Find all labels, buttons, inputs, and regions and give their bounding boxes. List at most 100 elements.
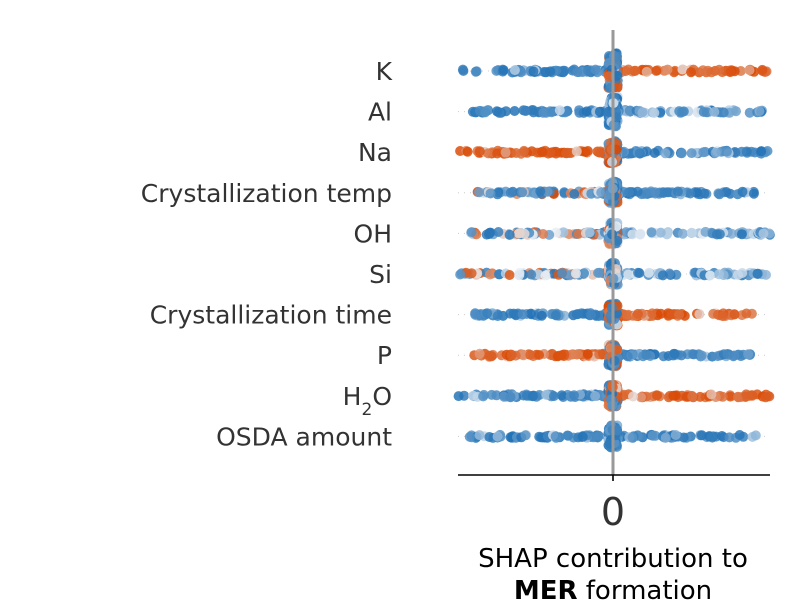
shap-point xyxy=(674,309,684,320)
shap-point xyxy=(688,349,699,360)
shap-point xyxy=(526,269,537,280)
feature-label: P xyxy=(377,341,392,370)
shap-point xyxy=(647,430,658,441)
shap-point xyxy=(706,67,717,78)
shap-point xyxy=(550,431,561,442)
shap-point xyxy=(627,432,638,443)
feature-label: OSDA amount xyxy=(216,422,392,451)
shap-point xyxy=(457,64,468,75)
shap-point xyxy=(525,349,536,360)
shap-point xyxy=(734,430,745,440)
shap-point xyxy=(538,229,549,239)
shap-point xyxy=(525,308,536,319)
shap-point xyxy=(485,269,496,280)
shap-point xyxy=(761,269,771,280)
shap-point xyxy=(484,432,495,442)
shap-point xyxy=(687,391,698,402)
x-axis-label-bold: MER xyxy=(514,576,578,600)
shap-point xyxy=(505,392,516,403)
shap-point xyxy=(630,65,641,76)
shap-point xyxy=(743,349,754,360)
shap-point xyxy=(470,66,481,77)
shap-point xyxy=(504,229,515,240)
shap-point xyxy=(677,64,688,75)
shap-point xyxy=(737,268,748,278)
shap-point xyxy=(558,227,569,238)
shap-point xyxy=(498,65,509,76)
shap-point xyxy=(563,430,574,441)
shap-point xyxy=(556,390,567,401)
shap-point xyxy=(554,105,565,116)
shap-point xyxy=(649,107,660,118)
shap-point xyxy=(760,392,771,403)
shap-point xyxy=(716,431,727,441)
shap-point xyxy=(612,82,623,93)
shap-point xyxy=(571,146,582,157)
shap-point xyxy=(570,268,581,279)
x-axis-label-line2: MER formation xyxy=(514,576,712,600)
shap-point xyxy=(710,147,721,158)
shap-point xyxy=(573,228,584,239)
shap-point xyxy=(474,187,485,198)
shap-point xyxy=(569,390,579,401)
shap-point xyxy=(655,227,666,238)
shap-point xyxy=(672,186,683,197)
shap-point xyxy=(594,106,605,117)
shap-point xyxy=(631,310,642,321)
shap-point xyxy=(736,229,747,240)
shap-point xyxy=(699,188,710,199)
shap-point xyxy=(636,392,646,403)
shap-point xyxy=(520,430,531,441)
shap-point xyxy=(505,187,516,198)
shap-point xyxy=(540,270,551,281)
feature-label: OH xyxy=(354,219,392,248)
shap-point xyxy=(492,311,503,321)
feature-label: Na xyxy=(358,138,392,167)
shap-point xyxy=(569,189,580,199)
shap-point xyxy=(455,269,466,280)
shap-point xyxy=(583,65,594,76)
shap-point xyxy=(480,107,491,118)
shap-point xyxy=(670,430,681,440)
shap-point xyxy=(462,146,473,157)
shap-point xyxy=(612,425,623,436)
x-axis-label-line1: SHAP contribution to xyxy=(478,544,748,574)
shap-point xyxy=(588,432,599,443)
shap-point xyxy=(581,106,592,117)
shap-point xyxy=(509,106,520,116)
shap-point xyxy=(658,188,669,198)
shap-point xyxy=(474,146,485,157)
shap-point xyxy=(572,67,583,78)
shap-point xyxy=(550,310,561,321)
shap-point xyxy=(474,430,485,441)
shap-point xyxy=(590,64,601,75)
shap-point xyxy=(474,348,485,359)
shap-point xyxy=(652,390,663,401)
shap-point xyxy=(579,268,589,279)
shap-point xyxy=(643,267,654,278)
shap-point xyxy=(484,350,495,361)
shap-point xyxy=(642,188,653,199)
shap-point xyxy=(491,106,502,117)
shap-point xyxy=(509,65,520,76)
shap-point xyxy=(594,267,605,278)
shap-point xyxy=(717,311,728,322)
feature-label: H2O xyxy=(343,382,392,420)
shap-point xyxy=(486,389,497,400)
shap-point xyxy=(557,268,568,279)
shap-point xyxy=(517,309,528,320)
shap-point xyxy=(686,227,697,238)
shap-point xyxy=(582,349,593,359)
shap-point xyxy=(741,308,752,319)
shap-point xyxy=(660,148,671,159)
shap-point xyxy=(707,432,718,443)
shap-point xyxy=(726,228,737,239)
shap-point xyxy=(483,229,494,240)
shap-point xyxy=(561,148,572,159)
shap-point xyxy=(470,309,481,320)
shap-point xyxy=(500,147,511,158)
shap-point xyxy=(514,228,525,238)
shap-point xyxy=(701,107,712,118)
shap-point xyxy=(628,391,638,402)
shap-point xyxy=(649,148,660,158)
